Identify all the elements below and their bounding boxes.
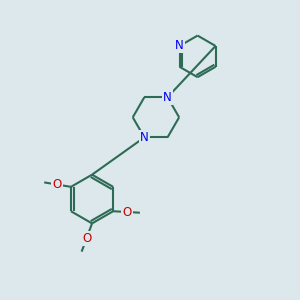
Text: O: O: [82, 232, 91, 244]
Text: N: N: [175, 40, 184, 52]
Text: O: O: [122, 206, 132, 218]
Text: N: N: [163, 91, 172, 104]
Text: O: O: [52, 178, 62, 191]
Text: N: N: [140, 131, 149, 144]
